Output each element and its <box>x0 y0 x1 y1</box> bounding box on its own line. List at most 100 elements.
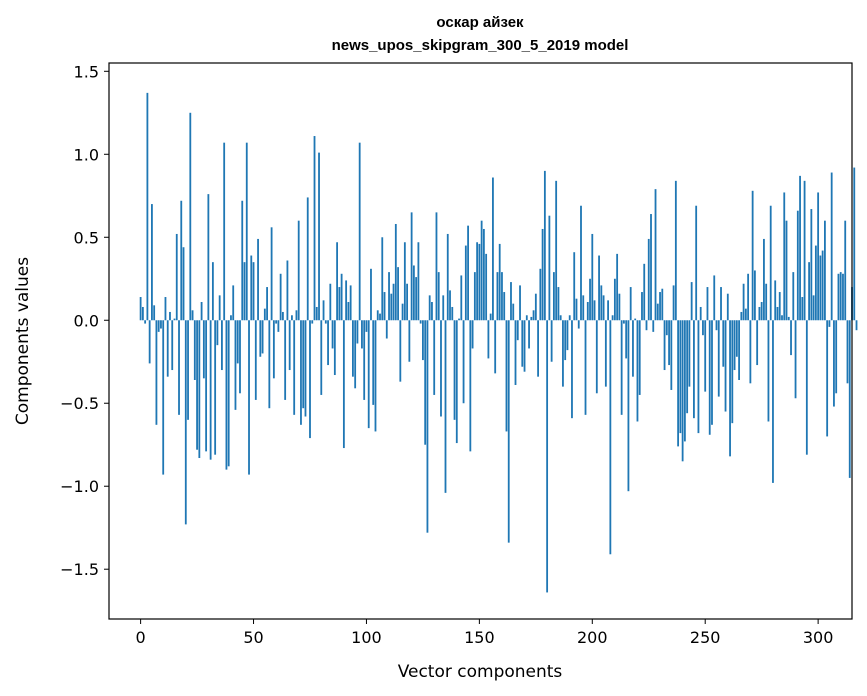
bar <box>512 303 515 321</box>
bar <box>720 287 722 321</box>
bar <box>557 287 560 321</box>
bar <box>629 287 632 321</box>
bar <box>501 272 503 321</box>
bar <box>693 320 695 419</box>
bar <box>724 320 727 412</box>
bar <box>180 200 183 321</box>
bar <box>600 285 603 321</box>
bar <box>318 152 320 321</box>
bar <box>279 273 282 321</box>
bar <box>257 238 259 321</box>
bar <box>169 311 171 321</box>
bar <box>607 300 609 321</box>
bar <box>586 302 589 321</box>
bar <box>539 268 542 321</box>
bar <box>146 92 149 321</box>
bar <box>794 320 797 399</box>
bar <box>627 320 630 492</box>
bar <box>392 283 395 321</box>
bar <box>275 320 278 324</box>
bar <box>381 237 384 321</box>
bar <box>496 272 499 321</box>
bar <box>715 320 718 331</box>
bar <box>677 320 680 447</box>
bar <box>329 283 332 321</box>
bar <box>519 285 521 321</box>
bar <box>812 295 815 321</box>
bar <box>426 320 429 533</box>
bar <box>356 320 359 344</box>
bar <box>571 320 573 419</box>
bar <box>288 320 291 371</box>
bar <box>819 255 822 321</box>
bar <box>376 310 379 321</box>
bar <box>525 315 528 321</box>
bar <box>245 142 248 321</box>
bar <box>833 320 835 407</box>
bar <box>740 311 743 321</box>
x-tick-label: 50 <box>243 628 263 647</box>
chart-title-line1: оскар айзек <box>436 14 524 31</box>
bar <box>654 189 657 321</box>
bar <box>322 300 325 321</box>
bar <box>805 320 808 455</box>
bar <box>708 320 711 435</box>
bar <box>214 320 217 455</box>
bar <box>390 293 393 321</box>
bar <box>293 320 296 415</box>
bar <box>706 287 709 321</box>
bar <box>781 315 783 321</box>
bar <box>688 320 691 387</box>
bar <box>686 320 689 414</box>
bar <box>634 318 637 321</box>
bar <box>241 200 244 321</box>
bar <box>604 320 607 387</box>
bar <box>790 320 792 356</box>
bar <box>266 287 268 321</box>
bar <box>530 316 533 321</box>
bar <box>379 313 381 321</box>
bar <box>573 252 576 321</box>
bar <box>338 287 341 321</box>
bar <box>284 320 287 400</box>
bar <box>679 320 682 434</box>
bar <box>354 320 357 389</box>
bar <box>591 233 594 321</box>
bar <box>182 247 185 321</box>
bar <box>473 272 476 321</box>
y-tick-label: −0.5 <box>60 394 99 413</box>
bar <box>796 210 799 321</box>
bar <box>196 320 198 450</box>
bar <box>209 320 212 460</box>
bar <box>155 320 158 425</box>
bar <box>460 275 463 321</box>
bar <box>207 194 210 321</box>
bar <box>717 320 720 397</box>
bar <box>580 205 582 321</box>
bar <box>846 320 849 384</box>
bar <box>230 315 232 321</box>
bar <box>227 320 230 467</box>
bar <box>315 306 318 321</box>
y-axis-label: Components values <box>13 257 33 425</box>
bar <box>300 320 302 425</box>
bar <box>397 267 399 321</box>
x-tick-label: 150 <box>464 628 495 647</box>
bar <box>340 273 343 321</box>
bar <box>792 272 795 321</box>
bar <box>412 265 415 321</box>
bar <box>548 215 551 321</box>
bar <box>370 268 372 321</box>
bar <box>383 292 386 321</box>
y-tick-label: −1.5 <box>60 560 99 579</box>
bar <box>352 320 354 377</box>
bar <box>302 320 305 409</box>
bar <box>713 275 716 321</box>
bar <box>297 220 300 321</box>
bar <box>417 242 420 321</box>
bar <box>817 192 820 321</box>
bar <box>433 320 436 395</box>
bar <box>263 308 266 321</box>
bar <box>394 223 397 321</box>
bar <box>236 320 239 364</box>
